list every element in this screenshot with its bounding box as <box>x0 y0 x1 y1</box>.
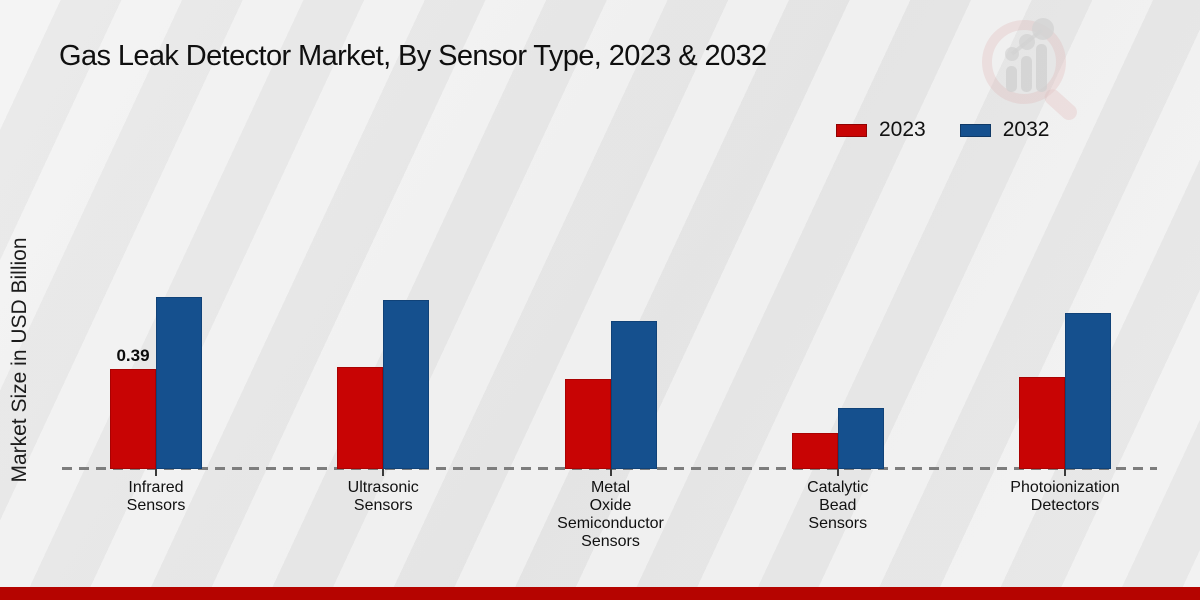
bar-2023-5 <box>1019 377 1065 469</box>
legend-swatch-2023 <box>836 123 867 137</box>
x-axis-tick <box>836 469 839 476</box>
bar-2032-3 <box>610 321 657 469</box>
legend-swatch-2032 <box>959 123 991 137</box>
legend: 2023 2032 <box>836 118 1049 142</box>
bar-2032-1 <box>156 297 202 469</box>
legend-label-2032: 2032 <box>1002 118 1050 141</box>
chart-title: Gas Leak Detector Market, By Sensor Type… <box>59 40 767 72</box>
magnifier-chart-logo-icon <box>982 18 1077 121</box>
bar-2032-2 <box>383 300 430 469</box>
x-axis-tick <box>382 469 385 476</box>
footer-accent-bar <box>0 587 1200 600</box>
x-axis-tick <box>1064 469 1066 476</box>
bar-2023-1 <box>110 369 156 469</box>
bar-2023-3 <box>564 379 611 469</box>
x-axis-tick <box>155 469 157 476</box>
category-label: Catalytic Bead Sensors <box>807 479 869 533</box>
category-label: Infrared Sensors <box>126 479 186 515</box>
bar-2023-2 <box>337 367 384 469</box>
x-axis-tick <box>609 469 612 476</box>
legend-item-2032: 2032 <box>959 118 1050 142</box>
category-label: Ultrasonic Sensors <box>347 479 419 515</box>
bar-2032-4 <box>837 408 884 469</box>
bar-2023-4 <box>791 433 838 469</box>
legend-label-2023: 2023 <box>879 118 926 141</box>
category-label: Metal Oxide Semiconductor Sensors <box>557 479 664 551</box>
legend-item-2023: 2023 <box>836 118 926 142</box>
bar-2032-5 <box>1065 313 1111 469</box>
bar-value-label: 0.39 <box>116 346 150 365</box>
category-label: Photoionization Detectors <box>1010 479 1120 515</box>
